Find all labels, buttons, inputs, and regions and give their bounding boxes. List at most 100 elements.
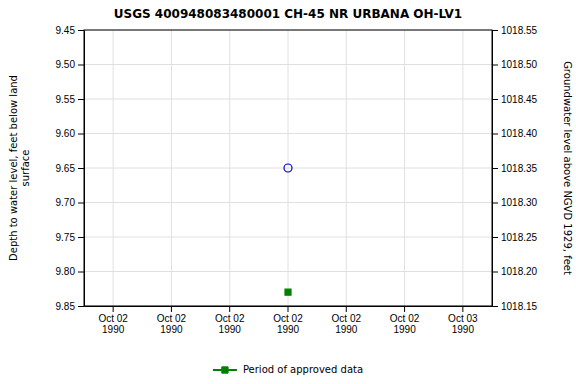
legend-label: Period of approved data [243, 364, 363, 375]
marks [284, 164, 292, 295]
tick-label: 1018.45 [501, 94, 538, 105]
tick: 1018.30 [492, 197, 538, 208]
tick: 9.85 [56, 301, 84, 312]
tick-label: Oct 021990 [390, 313, 420, 335]
tick-mark [404, 306, 405, 312]
tick: Oct 021990 [273, 306, 303, 335]
tick-label: 1018.20 [501, 266, 538, 277]
tick: 1018.25 [492, 232, 538, 243]
text-line: 1990 [102, 324, 125, 335]
plot: Oct 021990Oct 021990Oct 021990Oct 021990… [56, 25, 538, 335]
tick: 9.60 [56, 128, 84, 139]
point [284, 164, 292, 172]
tick-label: 1018.35 [501, 163, 538, 174]
tick-mark [492, 237, 498, 238]
text-line: Oct 02 [273, 313, 303, 324]
grid-line [462, 30, 463, 306]
legend-marker [222, 367, 228, 373]
grid-line [229, 30, 230, 306]
tick-mark [492, 203, 498, 204]
text-line: Oct 03 [448, 313, 478, 324]
tick-mark [78, 134, 84, 135]
tick: 9.55 [56, 94, 84, 105]
text-line: Oct 02 [390, 313, 420, 324]
legend: Period of approved data [213, 364, 363, 375]
y2-axis: 1018.15 1018.20 1018.25 1018.30 1018.35 1018.… [492, 25, 538, 312]
tick-mark [78, 99, 84, 100]
tick-mark [492, 306, 498, 307]
tick: Oct 021990 [390, 306, 420, 335]
tick-label: 1018.40 [501, 128, 538, 139]
tick-mark [492, 272, 498, 273]
tick-mark [462, 306, 463, 312]
tick: Oct 021990 [215, 306, 245, 335]
tick-mark [288, 306, 289, 312]
text-line: 1990 [160, 324, 183, 335]
tick-label: 9.75 [56, 232, 76, 243]
tick: 1018.55 [492, 25, 538, 36]
tick: 9.80 [56, 266, 84, 277]
tick-label: 9.65 [56, 163, 76, 174]
text-line: 1990 [393, 324, 416, 335]
tick-label: 9.85 [56, 301, 76, 312]
text-line: Oct 02 [215, 313, 245, 324]
tick-label: Oct 021990 [157, 313, 187, 335]
tick-label: Oct 021990 [332, 313, 362, 335]
tick: 9.70 [56, 197, 84, 208]
tick-mark [492, 65, 498, 66]
tick: 9.65 [56, 163, 84, 174]
tick-mark [492, 168, 498, 169]
tick-label: 9.50 [56, 59, 76, 70]
grid-line [404, 30, 405, 306]
tick-label: 1018.25 [501, 232, 538, 243]
tick-mark [492, 134, 498, 135]
tick: Oct 021990 [332, 306, 362, 335]
tick: 9.45 [56, 25, 84, 36]
tick: Oct 021990 [98, 306, 128, 335]
tick-mark [78, 272, 84, 273]
y2-axis-title: Groundwater level above NGVD 1929, feet [562, 61, 573, 275]
tick-label: 1018.55 [501, 25, 538, 36]
tick-label: 9.45 [56, 25, 76, 36]
tick-label: Oct 021990 [98, 313, 128, 335]
plot-frame [84, 30, 492, 306]
tick: 1018.35 [492, 163, 538, 174]
x-axis: Oct 021990Oct 021990Oct 021990Oct 021990… [85, 306, 493, 335]
text-line: 1990 [452, 324, 475, 335]
axis-line [84, 31, 85, 307]
grid-line [113, 30, 114, 306]
tick-mark [171, 306, 172, 312]
tick: 1018.15 [492, 301, 538, 312]
tick: Oct 021990 [157, 306, 187, 335]
tick-mark [78, 306, 84, 307]
tick-label: 9.55 [56, 94, 76, 105]
tick-label: Oct 031990 [448, 313, 478, 335]
tick: 1018.40 [492, 128, 538, 139]
tick-mark [78, 168, 84, 169]
tick-label: 1018.30 [501, 197, 538, 208]
grid-line [346, 30, 347, 306]
tick-mark [492, 30, 498, 31]
text-line: Depth to water level, feet below land [8, 75, 19, 261]
tick-mark [78, 65, 84, 66]
tick: Oct 031990 [448, 306, 478, 335]
tick-label: 1018.15 [501, 301, 538, 312]
tick-mark [78, 237, 84, 238]
tick: 9.50 [56, 59, 84, 70]
tick-label: 1018.50 [501, 59, 538, 70]
tick-label: 9.80 [56, 266, 76, 277]
chart: Oct 021990Oct 021990Oct 021990Oct 021990… [0, 0, 576, 384]
title: USGS 400948083480001 CH-45 NR URBANA OH-… [114, 7, 462, 21]
text-line: 1990 [335, 324, 358, 335]
text-line: Oct 02 [98, 313, 128, 324]
tick-mark [113, 306, 114, 312]
text-line: surface [20, 150, 31, 187]
tick: 9.75 [56, 232, 84, 243]
text-line: Oct 02 [157, 313, 187, 324]
tick-label: 9.60 [56, 128, 76, 139]
y-axis: 9.45 9.50 9.55 9.60 9.65 9.70 9.75 9.80 9.85 [56, 25, 85, 312]
tick-label: Oct 021990 [215, 313, 245, 335]
grid [84, 30, 492, 306]
tick-mark [78, 30, 84, 31]
tick: 1018.45 [492, 94, 538, 105]
